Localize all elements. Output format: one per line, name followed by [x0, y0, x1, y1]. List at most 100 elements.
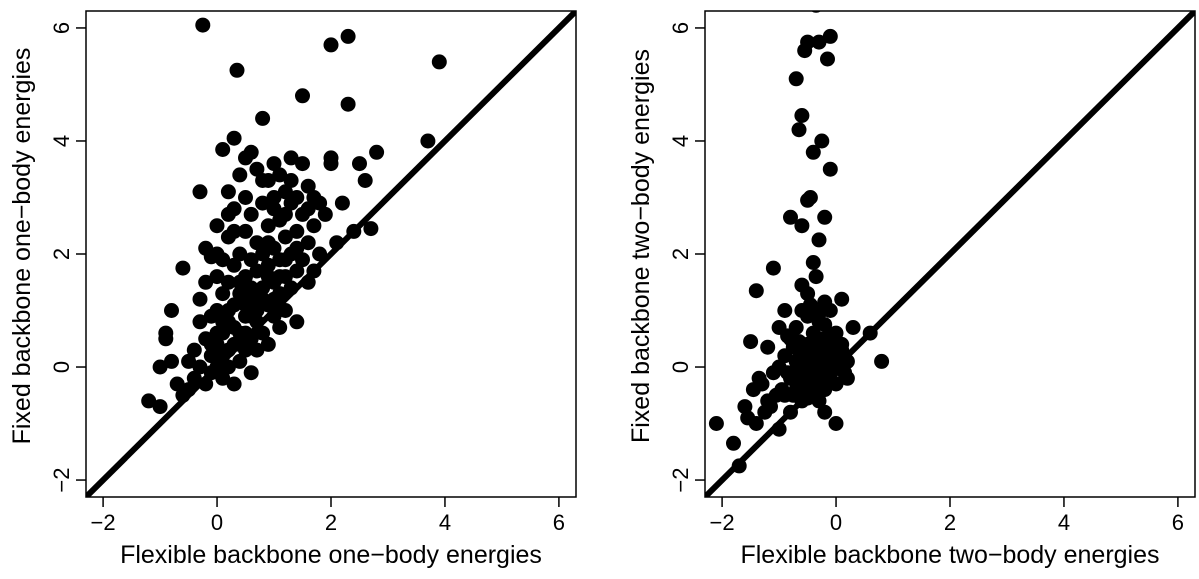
- data-point: [800, 192, 816, 208]
- x-tick-label: 2: [325, 510, 337, 535]
- data-point: [780, 328, 796, 344]
- data-point: [209, 325, 225, 341]
- data-point: [708, 416, 724, 431]
- x-axis-label: Flexible backbone two−body energies: [740, 541, 1159, 569]
- data-point: [837, 365, 853, 381]
- data-point: [232, 286, 248, 302]
- data-point: [820, 51, 835, 67]
- data-point: [808, 269, 824, 285]
- data-point: [238, 223, 253, 239]
- data-point: [192, 291, 208, 307]
- data-point: [283, 150, 299, 166]
- x-tick-label: 4: [1058, 510, 1070, 535]
- data-point: [740, 410, 756, 426]
- x-tick-label: 6: [1172, 510, 1184, 535]
- data-point: [243, 206, 259, 222]
- data-point: [243, 365, 259, 381]
- data-point: [794, 218, 810, 234]
- data-point: [141, 393, 157, 409]
- data-point: [788, 71, 804, 87]
- data-point: [277, 206, 293, 222]
- data-point: [817, 404, 833, 420]
- y-tick-label: 0: [49, 361, 74, 373]
- y-axis-label: Fixed backbone one−body energies: [8, 48, 36, 445]
- data-point: [169, 376, 185, 392]
- scatter-panel-two-body: −2 0 2 4 6 −2 0 2 4 6 Flexible backbone two−body e…: [627, 10, 1196, 569]
- data-point: [266, 201, 282, 217]
- data-point: [874, 353, 890, 369]
- data-point: [805, 144, 821, 160]
- data-point: [249, 161, 265, 177]
- data-point: [300, 235, 316, 251]
- data-point: [243, 144, 259, 160]
- data-point: [317, 206, 333, 222]
- data-point: [363, 221, 379, 237]
- data-point: [243, 252, 259, 268]
- data-point: [229, 62, 245, 78]
- data-point: [300, 178, 316, 194]
- data-point: [198, 240, 214, 256]
- data-point: [808, 356, 824, 372]
- data-point: [805, 336, 821, 352]
- data-point: [277, 252, 293, 268]
- data-point: [260, 235, 276, 251]
- x-axis-label: Flexible backbone one−body energies: [120, 541, 542, 569]
- data-point: [232, 167, 248, 183]
- data-point: [306, 218, 322, 234]
- data-point: [726, 435, 741, 451]
- data-point: [198, 274, 214, 290]
- x-tick-label: 6: [553, 510, 565, 535]
- y-tick-label: 2: [49, 248, 74, 260]
- data-point: [811, 305, 827, 321]
- data-point: [215, 252, 231, 268]
- data-point: [195, 17, 211, 33]
- data-point: [186, 342, 202, 358]
- data-point: [289, 263, 305, 279]
- data-point: [340, 96, 356, 112]
- data-point: [828, 376, 844, 392]
- data-point: [420, 133, 436, 149]
- data-point: [152, 399, 168, 415]
- data-point: [215, 370, 231, 386]
- data-point: [192, 314, 208, 330]
- data-point: [249, 342, 265, 358]
- data-point: [751, 370, 767, 386]
- data-point: [323, 156, 339, 172]
- data-point: [249, 286, 265, 302]
- x-tick-label: 4: [439, 510, 451, 535]
- data-point: [788, 362, 804, 378]
- data-point: [164, 303, 179, 318]
- data-point: [181, 353, 197, 369]
- data-point: [828, 339, 844, 355]
- data-point: [220, 303, 236, 318]
- data-point: [203, 348, 219, 364]
- data-point: [306, 190, 322, 205]
- data-point: [249, 235, 265, 251]
- data-point: [295, 88, 310, 104]
- data-point: [232, 274, 248, 290]
- data-point: [255, 246, 271, 262]
- data-point: [817, 209, 833, 225]
- data-point: [777, 303, 793, 318]
- data-point: [192, 184, 208, 200]
- data-point: [277, 229, 293, 245]
- y-tick-label: 4: [668, 135, 693, 147]
- data-point: [226, 223, 242, 239]
- data-point: [249, 263, 265, 279]
- data-point: [757, 404, 773, 420]
- data-point: [834, 291, 850, 307]
- y-tick-label: −2: [49, 467, 74, 492]
- plot-area: [705, 11, 1195, 497]
- data-point: [352, 156, 367, 172]
- data-point: [791, 122, 807, 138]
- data-point: [266, 190, 282, 205]
- data-point: [817, 317, 833, 333]
- data-point: [745, 382, 761, 398]
- data-point: [811, 34, 827, 50]
- data-point: [822, 161, 838, 177]
- data-point: [822, 328, 838, 344]
- data-point: [215, 142, 231, 157]
- data-point: [255, 173, 271, 188]
- data-point: [289, 190, 305, 205]
